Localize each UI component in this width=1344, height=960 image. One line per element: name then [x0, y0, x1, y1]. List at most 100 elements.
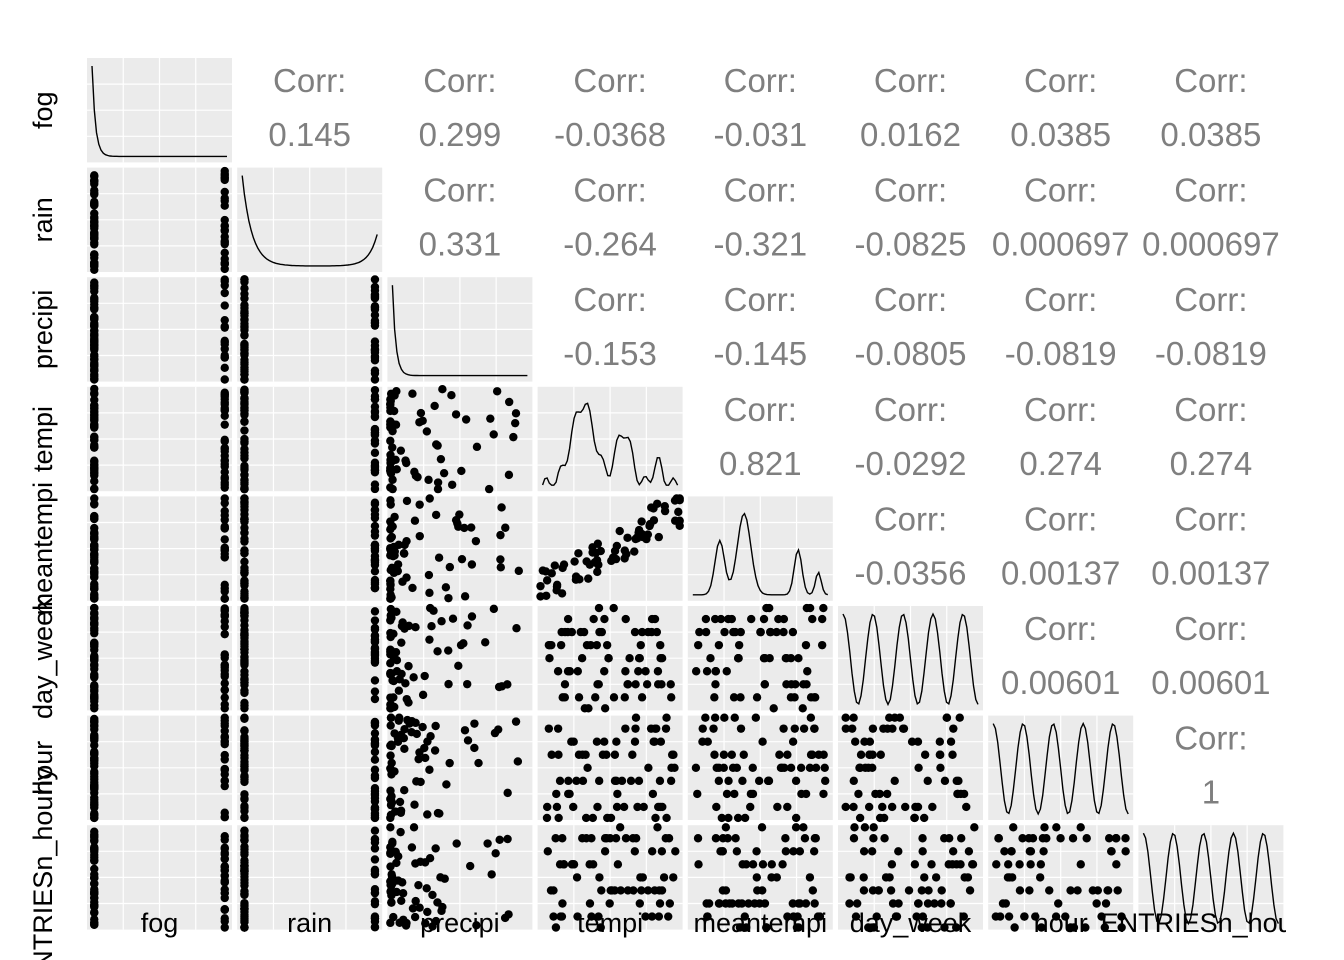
data-point: [370, 310, 380, 320]
data-point: [501, 523, 510, 532]
data-point: [370, 721, 380, 730]
data-point: [510, 418, 520, 428]
data-point: [418, 416, 427, 425]
data-point: [470, 743, 479, 753]
data-point: [550, 561, 560, 570]
data-point: [711, 834, 721, 843]
data-point: [569, 737, 578, 746]
data-point: [386, 463, 395, 473]
data-point: [894, 847, 903, 856]
data-point: [240, 790, 249, 799]
data-point: [869, 834, 878, 843]
data-point: [783, 802, 792, 812]
data-point: [220, 679, 229, 688]
data-point: [886, 886, 896, 895]
data-point: [90, 414, 99, 424]
data-point: [471, 536, 481, 546]
data-point: [386, 647, 395, 657]
data-point: [574, 750, 584, 759]
data-point: [670, 496, 680, 505]
data-point: [740, 813, 750, 823]
data-point: [734, 640, 744, 650]
data-point: [617, 776, 627, 786]
data-point: [512, 624, 521, 633]
data-point: [788, 627, 798, 637]
data-point: [370, 790, 380, 800]
data-point: [600, 834, 610, 843]
data-point: [719, 750, 729, 759]
data-point: [666, 680, 675, 689]
data-point: [949, 724, 958, 733]
data-point: [420, 671, 429, 681]
data-point: [394, 852, 403, 861]
data-point: [994, 834, 1004, 843]
data-point: [630, 547, 639, 556]
data-point: [420, 753, 430, 763]
data-point: [714, 763, 724, 772]
data-point: [799, 680, 808, 689]
data-point: [596, 923, 605, 932]
y-axis-label: meantempi: [28, 482, 58, 616]
data-point: [736, 693, 745, 702]
data-point: [220, 323, 229, 332]
data-point: [563, 627, 573, 637]
data-point: [220, 474, 229, 484]
data-point: [887, 802, 897, 812]
data-point: [386, 551, 395, 560]
data-point: [869, 823, 878, 832]
data-point: [946, 737, 956, 746]
data-point: [411, 718, 420, 728]
data-point: [1113, 886, 1122, 895]
data-point: [503, 788, 512, 798]
corr-value: -0.0368: [554, 116, 666, 153]
data-point: [881, 873, 891, 882]
data-point: [1042, 834, 1051, 843]
data-point: [370, 567, 380, 576]
data-point: [1054, 899, 1063, 908]
data-point: [90, 172, 99, 181]
data-point: [756, 627, 765, 637]
data-point: [724, 813, 733, 823]
data-point: [919, 813, 929, 823]
scatter-points: [240, 494, 380, 603]
data-point: [220, 166, 229, 176]
data-point: [559, 860, 569, 869]
data-point: [90, 613, 99, 623]
data-point: [370, 521, 380, 531]
data-point: [564, 776, 573, 786]
scatter-points: [991, 823, 1130, 932]
data-point: [415, 500, 424, 509]
corr-value: -0.145: [714, 335, 808, 372]
corr-value: -0.0819: [1155, 335, 1267, 372]
data-point: [90, 343, 99, 353]
data-point: [911, 802, 920, 812]
data-point: [386, 659, 395, 668]
data-point: [773, 802, 782, 812]
corr-value: -0.153: [563, 335, 657, 372]
data-point: [732, 847, 742, 856]
data-point: [90, 918, 99, 927]
scatter-points: [240, 275, 380, 384]
data-point: [859, 886, 869, 895]
data-point: [1005, 873, 1014, 882]
data-point: [555, 776, 565, 786]
data-point: [90, 831, 99, 841]
data-point: [410, 912, 420, 922]
data-point: [1068, 834, 1078, 843]
data-point: [503, 834, 512, 844]
data-point: [370, 468, 380, 477]
data-point: [1009, 823, 1018, 832]
data-point: [655, 776, 665, 786]
data-point: [594, 680, 603, 689]
data-point: [511, 717, 521, 726]
data-point: [652, 499, 662, 508]
data-point: [387, 532, 396, 542]
data-point: [587, 912, 596, 921]
data-point: [1000, 847, 1009, 856]
data-point: [400, 540, 409, 550]
data-point: [654, 912, 664, 921]
data-point: [423, 810, 432, 819]
corr-label: Corr:: [1024, 391, 1097, 428]
data-point: [728, 763, 738, 772]
data-point: [90, 442, 99, 451]
